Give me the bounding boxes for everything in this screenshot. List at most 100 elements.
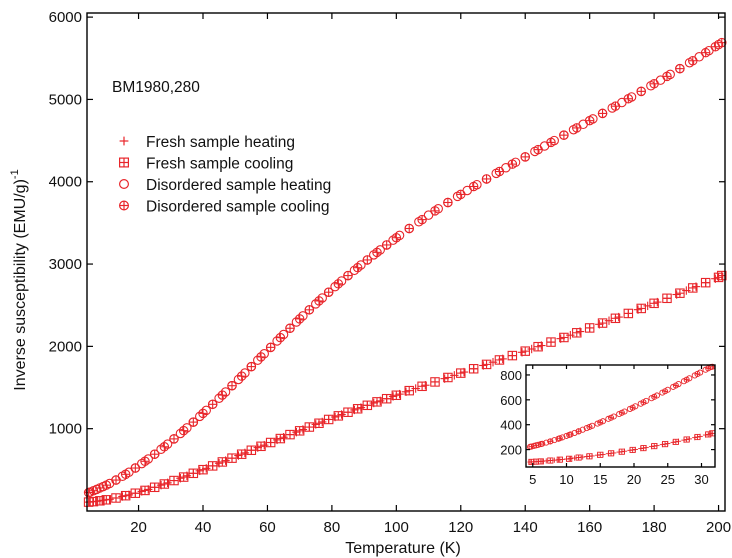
x-tick-label: 30 <box>694 472 708 487</box>
data-point-boxed-plus-marker <box>314 418 324 429</box>
data-point-circled-plus-marker <box>159 442 170 452</box>
data-point-boxed-plus-marker <box>178 472 189 482</box>
data-point-circle-marker <box>298 311 308 321</box>
data-point-circled-plus-marker <box>285 323 295 334</box>
data-point-boxed-plus-marker <box>533 341 543 352</box>
data-point-circle-marker <box>253 355 263 365</box>
data-point-circled-plus-marker <box>586 423 593 430</box>
data-point-boxed-plus-marker <box>575 454 582 461</box>
data-point-circle-marker <box>220 387 231 397</box>
data-point-boxed-plus-marker <box>404 385 414 396</box>
data-point-circled-plus-marker <box>700 47 711 58</box>
legend-circled-plus-marker <box>118 200 129 211</box>
data-point-circled-plus-marker <box>83 487 94 498</box>
data-point-circle-marker <box>272 336 282 346</box>
x-tick-label: 10 <box>559 472 573 487</box>
data-point-circled-plus-marker <box>481 174 492 184</box>
data-point-boxed-plus-marker <box>275 433 286 444</box>
main-axis-ticks: 20 40 60 80 100 120 140 160 180 200 1000 2000 3000 40… <box>49 9 731 536</box>
data-point-circled-plus-marker <box>533 144 543 155</box>
data-point-boxed-plus-marker <box>95 496 105 506</box>
data-point-boxed-plus-marker <box>507 350 518 361</box>
data-point-circled-plus-marker <box>443 197 453 208</box>
data-point-circled-plus-marker <box>675 63 685 74</box>
data-point-boxed-plus-marker <box>572 328 582 338</box>
data-point-circled-plus-marker <box>188 417 199 427</box>
data-point-circled-plus-marker <box>672 382 679 389</box>
data-point-boxed-plus-marker <box>207 461 218 471</box>
data-point-boxed-plus-marker <box>597 318 608 328</box>
data-point-boxed-plus-marker <box>546 337 556 347</box>
legend-item: Disordered sample cooling <box>118 199 330 216</box>
data-point-boxed-plus-marker <box>618 448 625 455</box>
data-point-boxed-plus-marker <box>417 381 427 392</box>
data-point-circled-plus-marker <box>120 469 131 480</box>
data-point-boxed-plus-marker <box>169 475 179 486</box>
y-tick-label: 400 <box>500 418 522 433</box>
legend-item: Fresh sample heating <box>119 134 295 151</box>
data-point-circled-plus-marker <box>101 480 112 490</box>
data-point-circle-marker <box>182 423 192 433</box>
data-point-plus-marker <box>643 301 652 311</box>
data-point-plus-marker <box>450 371 459 380</box>
data-point-circled-plus-marker <box>178 425 189 436</box>
data-point-boxed-plus-marker <box>333 411 344 421</box>
data-point-circled-plus-marker <box>417 214 427 225</box>
x-tick-label: 60 <box>259 519 276 536</box>
data-point-circled-plus-marker <box>694 370 701 378</box>
data-point-boxed-plus-marker <box>149 482 160 493</box>
y-axis-label: Inverse susceptibility (EMU/g)-1 <box>9 169 29 390</box>
data-point-circled-plus-marker <box>323 287 334 297</box>
data-point-circled-plus-marker <box>683 376 690 383</box>
y-axis-label-text: Inverse susceptibility (EMU/g) <box>12 179 29 391</box>
y-tick-label: 1000 <box>49 421 82 438</box>
data-point-boxed-plus-marker <box>372 397 382 407</box>
y-tick-label: 3000 <box>49 256 82 273</box>
y-tick-label: 4000 <box>49 174 82 191</box>
data-point-circle-marker <box>311 299 321 309</box>
legend-item: Fresh sample cooling <box>118 156 293 173</box>
data-point-circled-plus-marker <box>494 166 505 177</box>
data-point-circle-marker <box>259 349 269 359</box>
data-point-boxed-plus-marker <box>629 446 636 454</box>
data-point-circle-marker <box>201 405 211 416</box>
data-point-boxed-plus-marker <box>111 493 121 503</box>
legend-item: Disordered sample heating <box>118 177 331 194</box>
data-point-circled-plus-marker <box>597 108 608 119</box>
data-point-boxed-plus-marker <box>520 346 530 356</box>
data-point-boxed-plus-marker <box>559 332 569 343</box>
data-point-circle-marker <box>543 439 550 446</box>
data-point-circled-plus-marker <box>217 390 228 400</box>
x-tick-label: 40 <box>195 519 212 536</box>
data-point-circled-plus-marker <box>294 314 305 324</box>
data-point-circled-plus-marker <box>651 393 658 400</box>
data-point-boxed-plus-marker <box>547 457 554 464</box>
data-point-boxed-plus-marker <box>584 323 595 333</box>
data-point-circled-plus-marker <box>111 475 121 485</box>
data-point-circled-plus-marker <box>140 456 150 467</box>
data-point-circle-marker <box>388 235 398 245</box>
data-point-boxed-plus-marker <box>285 429 295 440</box>
data-point-boxed-plus-marker <box>443 372 453 383</box>
inset-data-points <box>527 363 716 465</box>
data-point-circle-marker <box>571 429 578 436</box>
data-point-circle-marker <box>330 281 340 292</box>
data-point-circled-plus-marker <box>430 206 440 216</box>
data-point-boxed-plus-marker <box>88 496 99 507</box>
x-tick-label: 25 <box>661 472 675 487</box>
data-point-circled-plus-marker <box>584 115 595 126</box>
data-point-circled-plus-marker <box>391 232 402 243</box>
data-point-boxed-plus-marker <box>352 404 363 414</box>
x-tick-label: 5 <box>529 472 536 487</box>
inset-plot-frame <box>525 364 716 468</box>
data-point-circled-plus-marker <box>688 55 698 66</box>
data-point-boxed-plus-marker <box>608 450 615 457</box>
y-tick-label: 600 <box>500 393 522 408</box>
data-point-circle-marker <box>578 119 588 130</box>
data-point-circled-plus-marker <box>662 388 669 395</box>
data-point-circled-plus-marker <box>265 342 276 353</box>
y-tick-label: 6000 <box>49 9 82 26</box>
data-point-circle-marker <box>617 97 627 108</box>
data-point-circle-marker <box>317 293 327 303</box>
data-point-circle-marker <box>349 265 360 276</box>
